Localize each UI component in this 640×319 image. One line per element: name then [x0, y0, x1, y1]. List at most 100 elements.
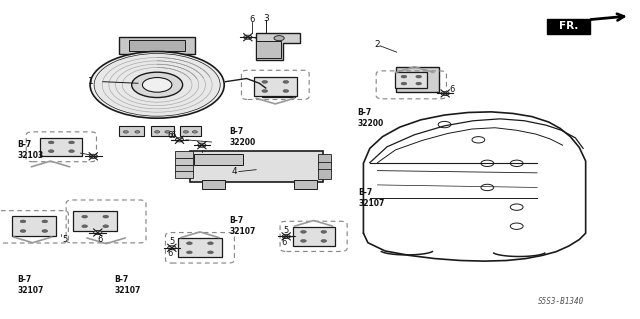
Circle shape: [103, 225, 109, 228]
Text: B-7
32107: B-7 32107: [358, 188, 385, 208]
Circle shape: [284, 85, 289, 88]
Text: 6: 6: [282, 238, 287, 247]
FancyBboxPatch shape: [318, 162, 331, 171]
FancyBboxPatch shape: [178, 238, 221, 257]
FancyBboxPatch shape: [175, 171, 193, 178]
FancyBboxPatch shape: [262, 82, 296, 97]
Circle shape: [416, 82, 422, 85]
Circle shape: [268, 85, 273, 88]
Circle shape: [82, 225, 88, 228]
Circle shape: [207, 242, 213, 245]
Circle shape: [244, 35, 252, 39]
Text: B-7
32107: B-7 32107: [229, 216, 256, 236]
Circle shape: [401, 82, 407, 85]
Circle shape: [283, 80, 289, 83]
Circle shape: [481, 184, 493, 191]
Circle shape: [42, 220, 47, 223]
FancyBboxPatch shape: [292, 227, 335, 246]
Text: S5S3-B1340: S5S3-B1340: [538, 297, 584, 306]
Text: 6: 6: [167, 249, 173, 258]
Circle shape: [510, 204, 523, 210]
Circle shape: [94, 54, 220, 116]
Text: 6: 6: [97, 235, 102, 244]
Circle shape: [155, 130, 160, 133]
Circle shape: [207, 251, 213, 254]
FancyBboxPatch shape: [318, 154, 331, 164]
Circle shape: [48, 150, 54, 152]
Text: FR.: FR.: [559, 21, 578, 31]
Circle shape: [268, 92, 273, 94]
FancyBboxPatch shape: [318, 169, 331, 179]
Circle shape: [284, 92, 289, 94]
Circle shape: [103, 215, 109, 218]
Circle shape: [20, 230, 26, 233]
Text: 1: 1: [88, 77, 93, 86]
Text: 6: 6: [450, 85, 455, 94]
Circle shape: [168, 246, 176, 250]
FancyBboxPatch shape: [253, 77, 297, 96]
FancyBboxPatch shape: [256, 41, 281, 58]
Text: B-7
32107: B-7 32107: [115, 275, 141, 295]
Circle shape: [48, 141, 54, 144]
Circle shape: [42, 230, 47, 233]
Circle shape: [68, 150, 74, 152]
FancyBboxPatch shape: [12, 216, 56, 236]
Text: B-7
32200: B-7 32200: [357, 108, 383, 128]
Circle shape: [175, 138, 184, 142]
Text: 6: 6: [249, 15, 254, 24]
Circle shape: [321, 240, 326, 242]
Circle shape: [186, 251, 192, 254]
Circle shape: [401, 75, 407, 78]
Circle shape: [132, 72, 182, 98]
Circle shape: [198, 143, 206, 147]
Circle shape: [441, 91, 449, 95]
Text: 3: 3: [263, 14, 269, 23]
Circle shape: [124, 130, 129, 133]
FancyBboxPatch shape: [120, 37, 195, 54]
Circle shape: [135, 130, 140, 133]
Circle shape: [283, 90, 289, 93]
FancyBboxPatch shape: [396, 72, 428, 88]
Circle shape: [416, 75, 422, 78]
FancyBboxPatch shape: [40, 137, 83, 156]
Text: B-7
32107: B-7 32107: [17, 275, 44, 295]
FancyBboxPatch shape: [194, 154, 243, 165]
Circle shape: [262, 90, 268, 93]
Text: B-7
32200: B-7 32200: [229, 127, 255, 147]
Circle shape: [274, 36, 284, 41]
Circle shape: [183, 130, 188, 133]
Circle shape: [89, 154, 97, 159]
Circle shape: [82, 215, 88, 218]
FancyBboxPatch shape: [202, 181, 225, 189]
Circle shape: [143, 78, 172, 92]
Circle shape: [472, 137, 484, 143]
Text: 5: 5: [62, 235, 67, 244]
FancyBboxPatch shape: [74, 211, 117, 232]
Text: 5: 5: [284, 226, 289, 235]
Text: B-7
32103: B-7 32103: [17, 140, 44, 160]
Circle shape: [282, 234, 291, 238]
Text: 6: 6: [167, 131, 173, 140]
Circle shape: [20, 220, 26, 223]
Text: 2: 2: [374, 40, 380, 49]
Circle shape: [68, 141, 74, 144]
Circle shape: [93, 231, 102, 234]
FancyBboxPatch shape: [294, 181, 317, 189]
FancyBboxPatch shape: [175, 158, 193, 165]
Text: 5: 5: [169, 237, 175, 246]
FancyBboxPatch shape: [151, 125, 173, 136]
Circle shape: [262, 80, 268, 83]
Circle shape: [510, 160, 523, 167]
FancyBboxPatch shape: [175, 165, 193, 172]
Circle shape: [321, 230, 326, 233]
Circle shape: [301, 240, 307, 242]
FancyBboxPatch shape: [119, 125, 145, 136]
FancyBboxPatch shape: [547, 19, 590, 34]
FancyBboxPatch shape: [396, 67, 440, 93]
Circle shape: [165, 130, 170, 133]
Text: 4: 4: [231, 167, 237, 176]
FancyBboxPatch shape: [189, 151, 323, 182]
Circle shape: [510, 223, 523, 229]
Polygon shape: [256, 33, 300, 60]
Circle shape: [481, 160, 493, 167]
